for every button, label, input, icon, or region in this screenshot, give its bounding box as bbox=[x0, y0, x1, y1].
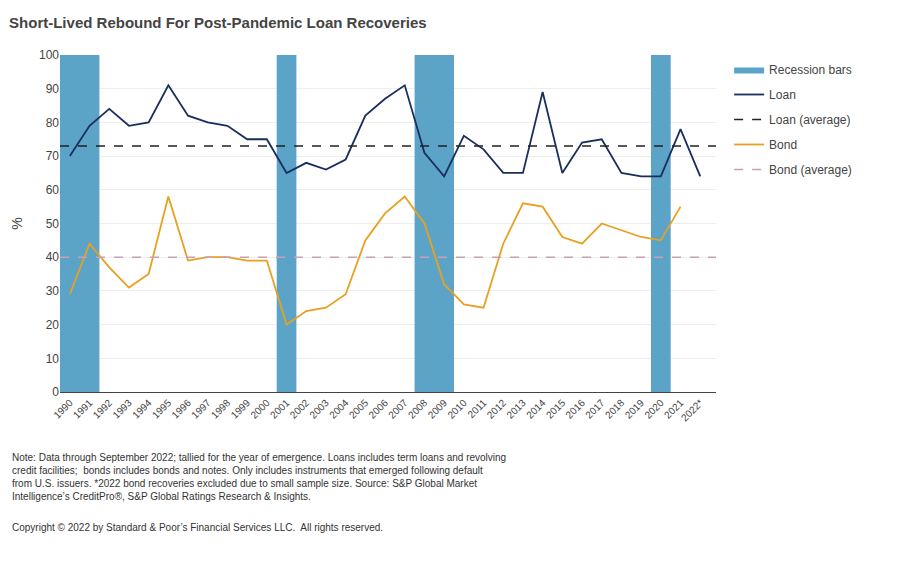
svg-text:60: 60 bbox=[46, 183, 60, 197]
svg-text:1995: 1995 bbox=[150, 397, 174, 421]
svg-text:Recession bars: Recession bars bbox=[769, 63, 852, 77]
svg-text:2009: 2009 bbox=[426, 397, 450, 421]
svg-text:1993: 1993 bbox=[110, 397, 134, 421]
svg-text:80: 80 bbox=[46, 116, 60, 130]
svg-text:1996: 1996 bbox=[169, 397, 193, 421]
svg-text:Note: Data through September 2: Note: Data through September 2022; talli… bbox=[12, 452, 506, 502]
svg-text:2004: 2004 bbox=[327, 397, 351, 421]
svg-text:2016: 2016 bbox=[563, 397, 587, 421]
svg-text:70: 70 bbox=[46, 149, 60, 163]
svg-text:1998: 1998 bbox=[209, 397, 233, 421]
svg-text:90: 90 bbox=[46, 82, 60, 96]
svg-text:2001: 2001 bbox=[268, 397, 292, 421]
svg-text:30: 30 bbox=[46, 284, 60, 298]
svg-text:%: % bbox=[9, 217, 25, 229]
svg-text:Bond (average): Bond (average) bbox=[769, 163, 852, 177]
svg-text:2017: 2017 bbox=[583, 397, 607, 421]
svg-text:2014: 2014 bbox=[524, 397, 548, 421]
svg-text:2021: 2021 bbox=[662, 397, 686, 421]
svg-text:10: 10 bbox=[46, 352, 60, 366]
svg-text:2007: 2007 bbox=[386, 397, 410, 421]
svg-text:1994: 1994 bbox=[130, 397, 154, 421]
svg-text:50: 50 bbox=[46, 217, 60, 231]
svg-text:2000: 2000 bbox=[248, 397, 272, 421]
svg-text:1990: 1990 bbox=[51, 397, 75, 421]
svg-text:20: 20 bbox=[46, 318, 60, 332]
svg-text:2002: 2002 bbox=[288, 397, 312, 421]
svg-text:Loan: Loan bbox=[769, 88, 796, 102]
svg-text:1991: 1991 bbox=[71, 397, 95, 421]
svg-text:2011: 2011 bbox=[465, 397, 488, 420]
svg-text:2022*: 2022* bbox=[679, 397, 705, 423]
svg-text:100: 100 bbox=[39, 48, 59, 62]
svg-text:Copyright © 2022 by Standard &: Copyright © 2022 by Standard & Poor’s Fi… bbox=[12, 522, 383, 533]
svg-text:2006: 2006 bbox=[366, 397, 390, 421]
svg-text:Bond: Bond bbox=[769, 138, 797, 152]
svg-text:40: 40 bbox=[46, 250, 60, 264]
svg-text:2013: 2013 bbox=[504, 397, 528, 421]
svg-text:1992: 1992 bbox=[91, 397, 115, 421]
svg-text:2005: 2005 bbox=[347, 397, 371, 421]
svg-text:2012: 2012 bbox=[485, 397, 509, 421]
svg-text:2010: 2010 bbox=[445, 397, 469, 421]
svg-text:1997: 1997 bbox=[189, 397, 213, 421]
svg-text:1999: 1999 bbox=[229, 397, 253, 421]
svg-text:Loan (average): Loan (average) bbox=[769, 113, 850, 127]
svg-text:2003: 2003 bbox=[307, 397, 331, 421]
svg-text:0: 0 bbox=[52, 385, 59, 399]
svg-text:2015: 2015 bbox=[544, 397, 568, 421]
svg-text:2020: 2020 bbox=[642, 397, 666, 421]
svg-text:2008: 2008 bbox=[406, 397, 430, 421]
svg-text:2018: 2018 bbox=[603, 397, 627, 421]
svg-text:Short-Lived Rebound For Post-P: Short-Lived Rebound For Post-Pandemic Lo… bbox=[9, 14, 427, 31]
svg-text:2019: 2019 bbox=[623, 397, 647, 421]
